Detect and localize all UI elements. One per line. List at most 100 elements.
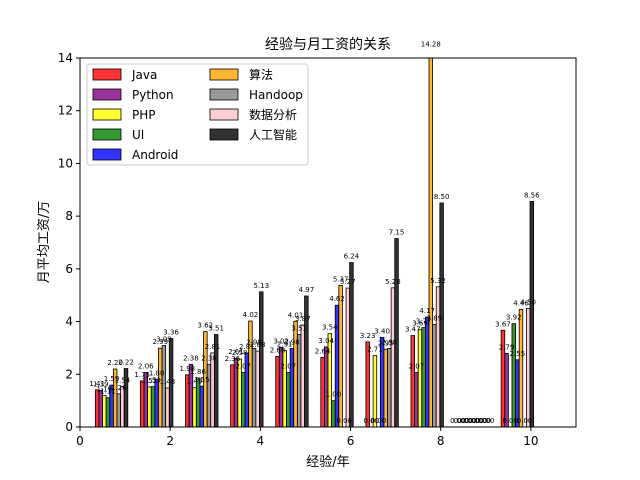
data-label: 1.00	[326, 391, 342, 399]
bar	[432, 324, 437, 428]
bar	[300, 324, 305, 428]
data-label: 0.00	[454, 417, 470, 425]
data-label: 3.92	[506, 314, 522, 322]
bar	[275, 355, 280, 428]
data-label: 4.50	[520, 298, 536, 306]
bar	[98, 389, 103, 428]
data-label: 5.37	[333, 275, 349, 283]
legend-label: 数据分析	[249, 107, 297, 122]
data-label: 0.00	[479, 417, 495, 425]
data-label: 1.39	[93, 380, 109, 388]
data-label: 1.49	[187, 378, 203, 386]
legend-swatch	[92, 148, 122, 161]
bar	[529, 200, 535, 428]
legend-swatch	[92, 108, 122, 121]
bar	[206, 363, 212, 428]
data-label: 0.00	[475, 417, 491, 425]
bar	[105, 397, 111, 428]
bar	[518, 309, 524, 428]
y-tick-label: 2	[65, 367, 73, 381]
bar	[199, 385, 204, 428]
legend-swatch	[209, 108, 239, 121]
bar	[320, 357, 325, 428]
data-label: 0.00	[472, 417, 488, 425]
legend-label: Handoop	[249, 88, 303, 102]
bar	[323, 346, 329, 428]
bar	[414, 372, 419, 428]
bar	[417, 329, 423, 428]
data-label: 0.00	[336, 417, 352, 425]
data-label: 4.01	[288, 311, 304, 319]
data-label: 4.97	[299, 286, 315, 294]
x-tick-label: 4	[257, 434, 265, 448]
bar	[504, 353, 509, 428]
data-labels-layer: 1.41 1.75 1.98 2.36 2.68 2.64 3.23 3.47 0.00 3.67…	[89, 41, 540, 425]
data-label: 1.59	[104, 375, 120, 383]
bar	[286, 372, 291, 428]
legend-label: 算法	[249, 67, 273, 82]
legend-label: PHP	[132, 108, 156, 122]
bar	[390, 287, 396, 428]
bar	[410, 335, 415, 428]
bar	[278, 346, 284, 428]
data-label: 3.67	[495, 320, 511, 328]
bar	[435, 286, 441, 428]
data-label: 3.51	[291, 324, 307, 332]
data-label: 2.68	[270, 346, 286, 354]
bar	[248, 320, 253, 428]
data-label: 1.55	[194, 376, 210, 384]
bar	[210, 352, 215, 428]
bar	[296, 334, 302, 428]
data-label: 3.36	[163, 328, 179, 336]
bar	[511, 323, 516, 428]
bar	[230, 364, 235, 428]
y-axis: 0 2 4 6 8 10 12 14	[58, 51, 80, 434]
legend-swatch	[92, 68, 122, 81]
data-label: 1.52	[142, 377, 158, 385]
legend-label: 人工智能	[249, 127, 297, 142]
x-tick-label: 6	[347, 434, 355, 448]
data-label: 14.28	[421, 41, 441, 49]
data-label: 0.00	[464, 417, 480, 425]
bar	[259, 291, 264, 428]
data-label: 3.40	[374, 327, 390, 335]
data-label: 1.80	[149, 370, 165, 378]
data-label: 3.51	[208, 324, 224, 332]
data-label: 4.62	[329, 295, 345, 303]
bar	[289, 348, 295, 428]
legend-swatch	[92, 128, 122, 141]
data-label: 0.00	[363, 417, 379, 425]
data-label: 0.00	[457, 417, 473, 425]
legend-swatch	[209, 128, 239, 141]
data-label: 1.41	[89, 380, 105, 388]
data-label: 2.38	[183, 354, 199, 362]
data-label: 3.89	[427, 314, 443, 322]
data-label: 3.23	[360, 332, 376, 340]
data-label: 1.26	[111, 384, 127, 392]
bar	[165, 387, 170, 428]
bar	[394, 238, 399, 428]
y-tick-label: 10	[58, 156, 73, 170]
data-label: 2.79	[499, 343, 515, 351]
bar	[102, 395, 107, 428]
x-axis: 0 2 4 6 8 10	[76, 427, 539, 448]
bar	[255, 350, 260, 428]
data-label: 2.98	[382, 338, 398, 346]
data-label: 3.02	[273, 337, 289, 345]
data-label: 0.00	[517, 417, 533, 425]
data-label: 7.15	[389, 229, 405, 237]
data-label: 2.81	[205, 343, 221, 351]
bar	[428, 57, 434, 428]
bar	[150, 386, 156, 428]
data-label: 3.77	[416, 318, 432, 326]
data-label: 1.98	[180, 365, 196, 373]
bar	[192, 387, 197, 428]
data-label: 1.75	[134, 371, 150, 379]
data-label: 5.27	[340, 278, 356, 286]
data-label: 4.02	[243, 311, 259, 319]
data-label: 1.54	[115, 376, 131, 384]
data-label: 2.06	[138, 363, 154, 371]
y-tick-label: 12	[58, 104, 73, 118]
y-tick-label: 8	[65, 209, 73, 223]
